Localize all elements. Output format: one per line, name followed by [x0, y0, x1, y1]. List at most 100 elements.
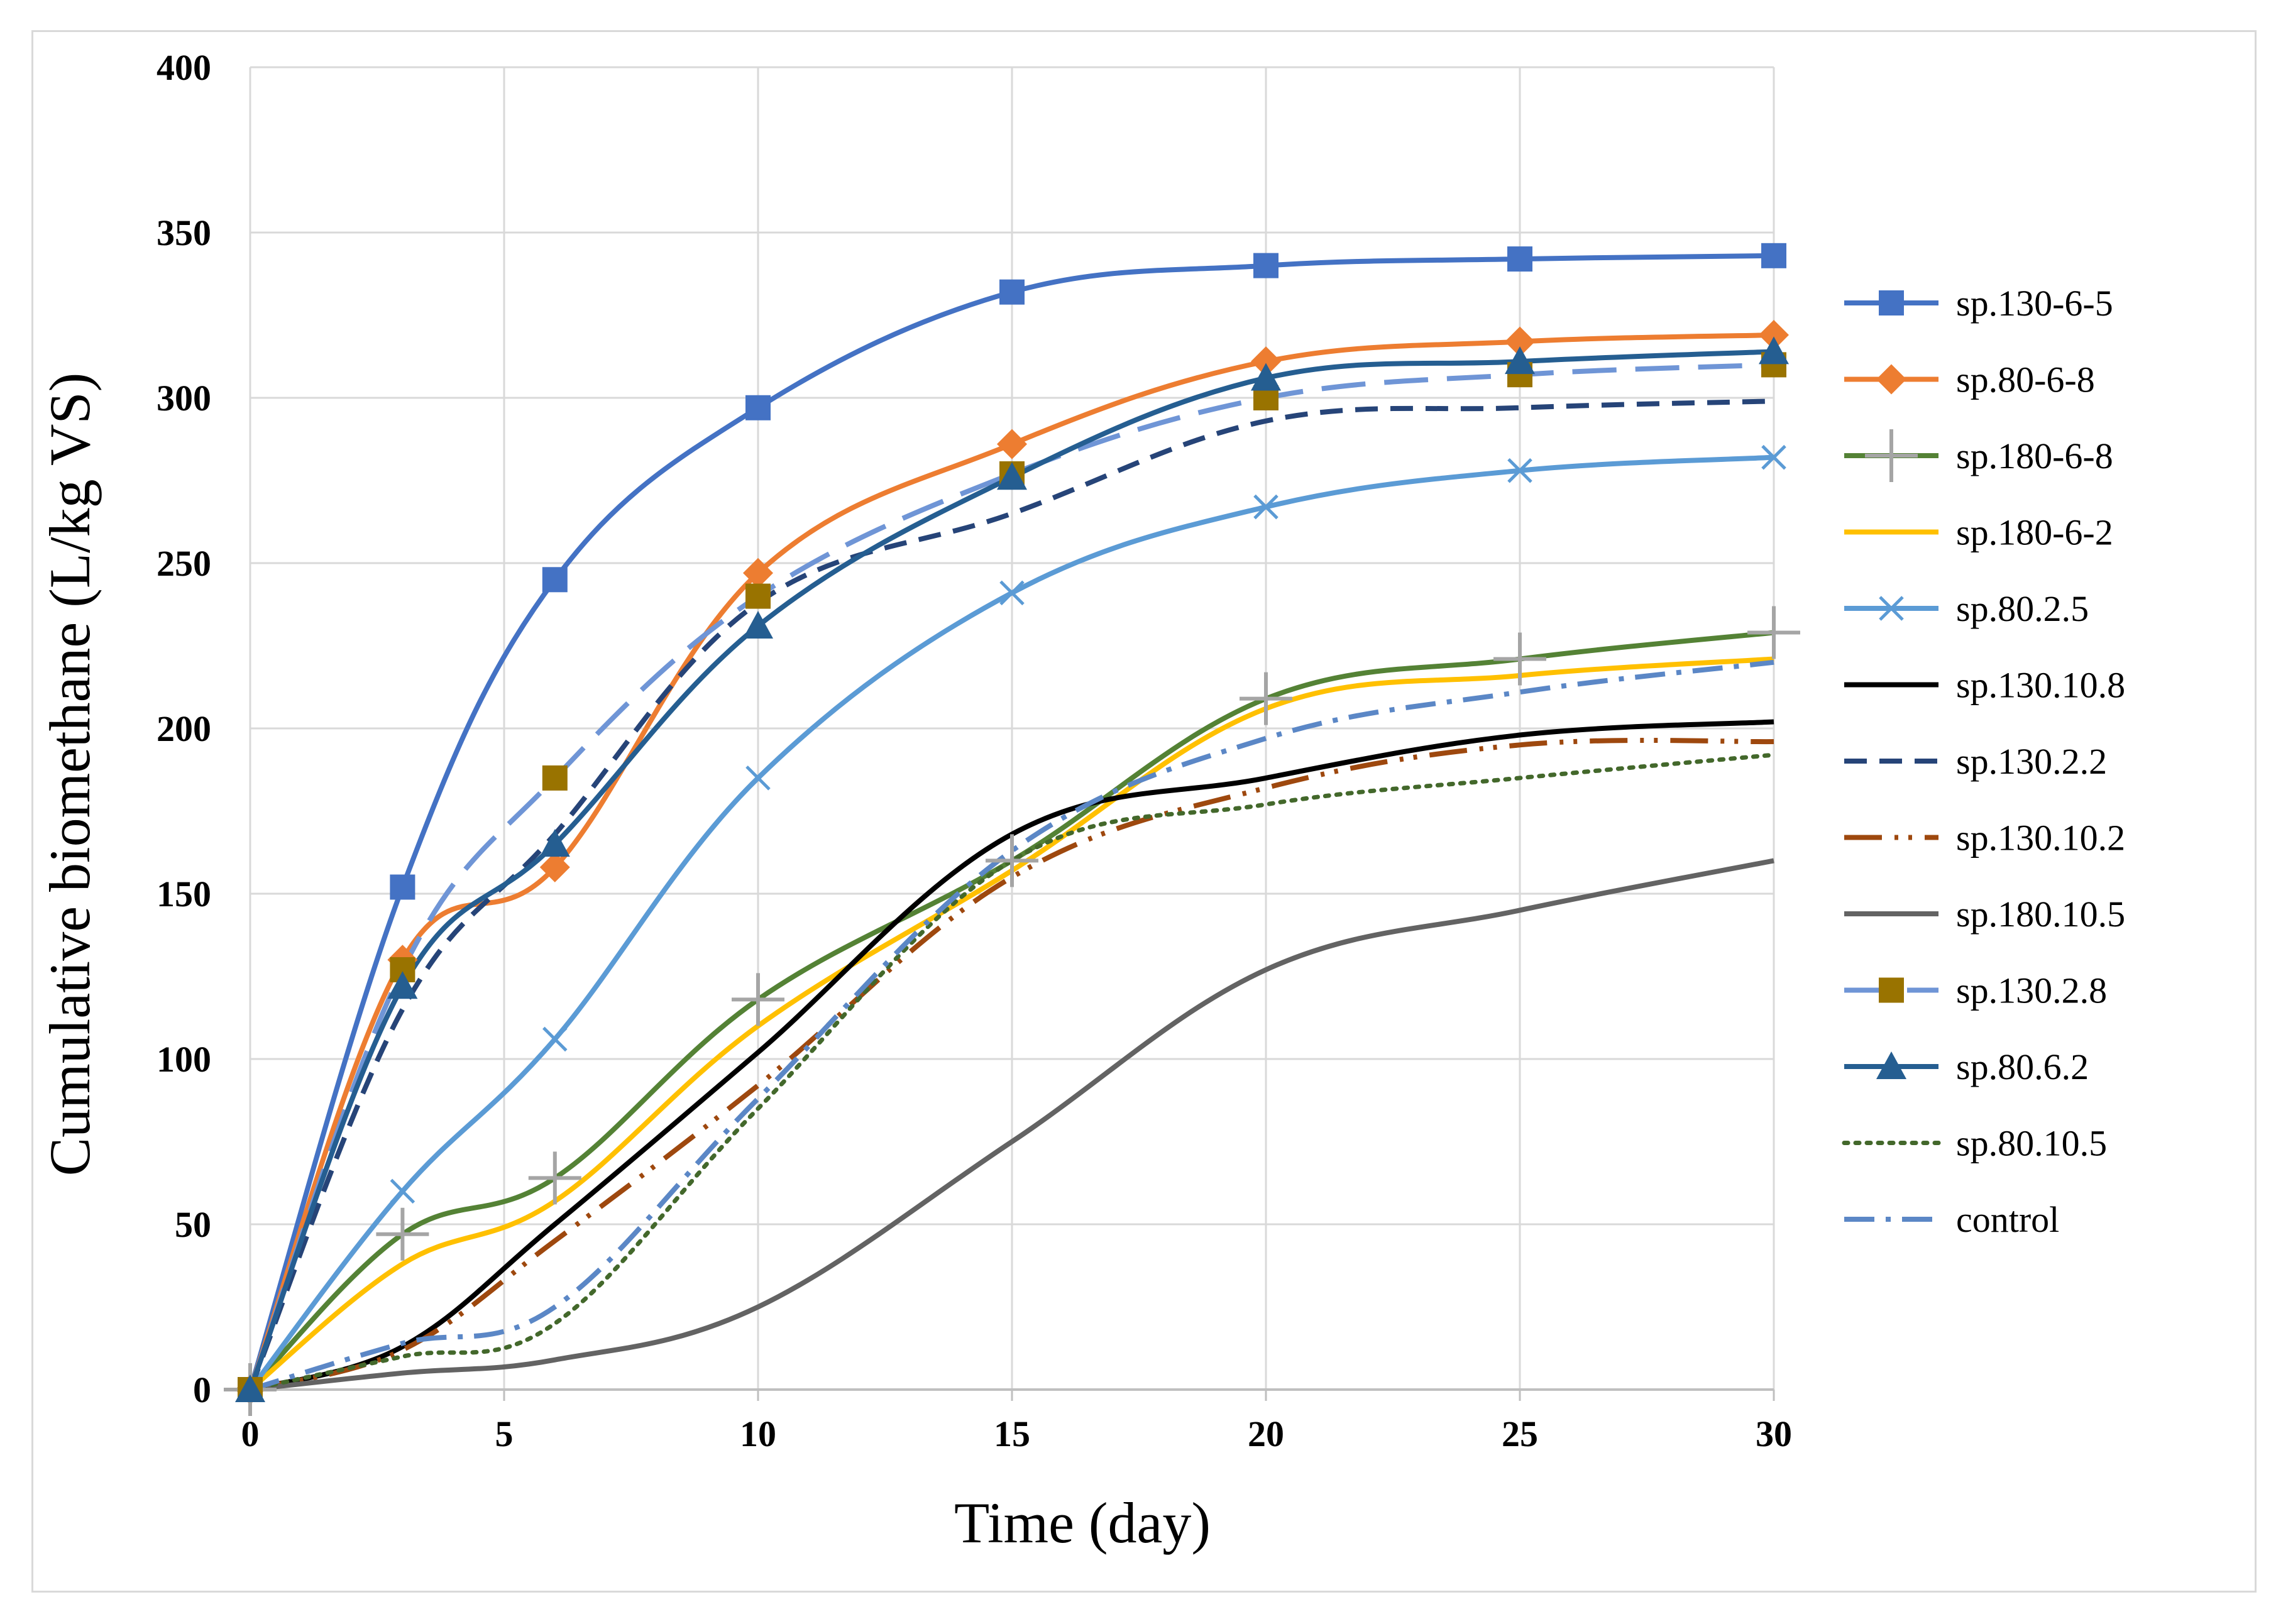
y-tick-label: 0 — [193, 1369, 211, 1410]
y-tick-label: 250 — [157, 543, 211, 584]
data-point-sp.130-6-5 — [1253, 253, 1278, 278]
legend-label: sp.180-6-2 — [1956, 512, 2113, 553]
y-tick-label: 50 — [175, 1204, 211, 1245]
data-point-sp.80-6-8 — [743, 557, 773, 588]
x-marker-b — [999, 580, 1025, 606]
legend-entry: sp.180-6-2 — [1844, 512, 2113, 553]
data-point-sp.80-6-8 — [1251, 346, 1281, 377]
data-point-sp.80-6-8 — [539, 852, 570, 882]
series-line-sp.130.2.2 — [248, 398, 1774, 1391]
legend-entry: sp.180-6-8 — [1844, 429, 2113, 482]
legend-marker-sp.80-6-8 — [1876, 364, 1906, 395]
x-marker-b — [1253, 494, 1278, 520]
x-axis-title: Time (day) — [954, 1491, 1211, 1555]
data-point-sp.130-6-5 — [999, 279, 1025, 305]
legend-entry: sp.80-6-8 — [1844, 359, 2095, 400]
legend-label: sp.130.2.8 — [1956, 970, 2107, 1011]
axes — [249, 1388, 1775, 1401]
y-tick-label: 350 — [157, 212, 211, 253]
data-point-sp.80-6-8 — [997, 429, 1027, 459]
data-point-sp.80.6.2 — [387, 971, 418, 999]
x-marker-b — [1879, 596, 1904, 621]
data-point-sp.80.6.2 — [1759, 336, 1789, 365]
data-point-sp.130-6-5 — [542, 567, 568, 593]
data-point-sp.180-6-8 — [1493, 632, 1546, 686]
series-line-sp.180-6-8 — [248, 630, 1774, 1391]
data-point-sp.180-6-8 — [1747, 606, 1800, 659]
data-point-sp.180-6-8 — [732, 973, 784, 1026]
legend-label: sp.180-6-8 — [1956, 436, 2113, 476]
series-line-sp.130.10.2 — [249, 737, 1774, 1392]
data-point-sp.80.6.2 — [743, 610, 773, 639]
series-line-sp.130-6-5 — [248, 253, 1774, 1391]
y-axis-title: Cumulative biomethane (L/kg VS) — [38, 373, 102, 1176]
x-tick-label: 15 — [994, 1413, 1030, 1454]
series-line-sp.80.10.5 — [248, 752, 1776, 1392]
data-point-sp.80.6.2 — [1251, 363, 1281, 391]
y-tick-label: 100 — [157, 1039, 211, 1080]
x-tick-label: 10 — [740, 1413, 776, 1454]
legend-label: sp.130-6-5 — [1956, 283, 2113, 324]
legend-entry: sp.180.10.5 — [1844, 894, 2125, 935]
x-marker-b — [1761, 444, 1786, 470]
y-tick-label: 200 — [157, 708, 211, 749]
data-point-sp.130-6-5 — [745, 395, 771, 420]
legend-marker-sp.130-6-5 — [1879, 290, 1904, 315]
data-point-sp.80.2.5 — [1253, 494, 1278, 520]
x-tick-label: 25 — [1502, 1413, 1538, 1454]
legend-entry: sp.130-6-5 — [1844, 283, 2113, 324]
x-marker-b — [1507, 458, 1532, 483]
series-markers — [224, 243, 1800, 1416]
tick-labels: 0 50 100 150 200 250 300 350 400 0 5 10 15 20 25 30 — [157, 47, 1792, 1454]
data-point-sp.80.2.5 — [542, 1026, 568, 1052]
legend-label: sp.80-6-8 — [1956, 359, 2095, 400]
data-point-sp.80.2.5 — [1507, 458, 1532, 483]
data-point-sp.80.6.2 — [997, 462, 1027, 490]
x-marker-b — [745, 765, 771, 791]
data-point-sp.80.6.2 — [1505, 346, 1535, 375]
legend: sp.130-6-5 sp.80-6-8 sp.180-6-8 sp.180-6-2 s… — [1842, 283, 2125, 1240]
legend-entry: control — [1844, 1199, 2059, 1240]
data-point-sp.130-6-5 — [1507, 246, 1532, 272]
legend-label: sp.80.10.5 — [1956, 1123, 2107, 1164]
data-point-sp.180-6-8 — [376, 1207, 429, 1261]
legend-entry: sp.130.2.8 — [1844, 970, 2107, 1011]
data-point-sp.130-6-5 — [1761, 243, 1786, 268]
legend-label: sp.80.6.2 — [1956, 1046, 2089, 1087]
data-point-sp.130.2.8 — [745, 583, 771, 609]
series-line-sp.180.10.5 — [250, 858, 1774, 1392]
legend-label: sp.80.2.5 — [1956, 588, 2089, 629]
legend-entry: sp.130.10.2 — [1844, 818, 2125, 859]
data-point-sp.80.2.5 — [745, 765, 771, 791]
y-tick-label: 300 — [157, 378, 211, 419]
legend-label: sp.130.10.2 — [1956, 818, 2125, 859]
x-tick-label: 20 — [1248, 1413, 1284, 1454]
legend-entry: sp.80.2.5 — [1844, 588, 2089, 629]
data-point-sp.80.2.5 — [1761, 444, 1786, 470]
x-marker-b — [390, 1178, 415, 1204]
legend-marker-sp.180-6-8 — [1865, 429, 1918, 482]
x-tick-label: 30 — [1756, 1413, 1792, 1454]
y-tick-label: 150 — [157, 874, 211, 914]
data-point-sp.180-6-8 — [528, 1151, 581, 1205]
series-line-control — [249, 659, 1774, 1392]
series-lines — [248, 253, 1776, 1392]
series-line-sp.130.10.8 — [249, 719, 1774, 1392]
data-point-sp.130-6-5 — [390, 874, 415, 900]
legend-label: sp.130.2.2 — [1956, 741, 2107, 782]
data-point-sp.80-6-8 — [1759, 320, 1789, 351]
legend-entry: sp.130.10.8 — [1844, 665, 2125, 706]
data-point-sp.80.2.5 — [390, 1178, 415, 1204]
data-point-sp.180-6-8 — [1240, 672, 1292, 725]
data-point-sp.180-6-8 — [986, 834, 1038, 887]
legend-label: sp.180.10.5 — [1956, 894, 2125, 935]
legend-label: control — [1956, 1199, 2059, 1240]
x-marker-b — [542, 1026, 568, 1052]
x-tick-label: 0 — [241, 1413, 260, 1454]
data-point-sp.80.6.2 — [235, 1374, 265, 1402]
legend-marker-sp.130.2.8 — [1879, 977, 1904, 1003]
legend-marker-sp.80.6.2 — [1876, 1051, 1906, 1079]
series-line-sp.80.2.5 — [248, 454, 1774, 1391]
legend-entry: sp.80.10.5 — [1842, 1123, 2107, 1164]
